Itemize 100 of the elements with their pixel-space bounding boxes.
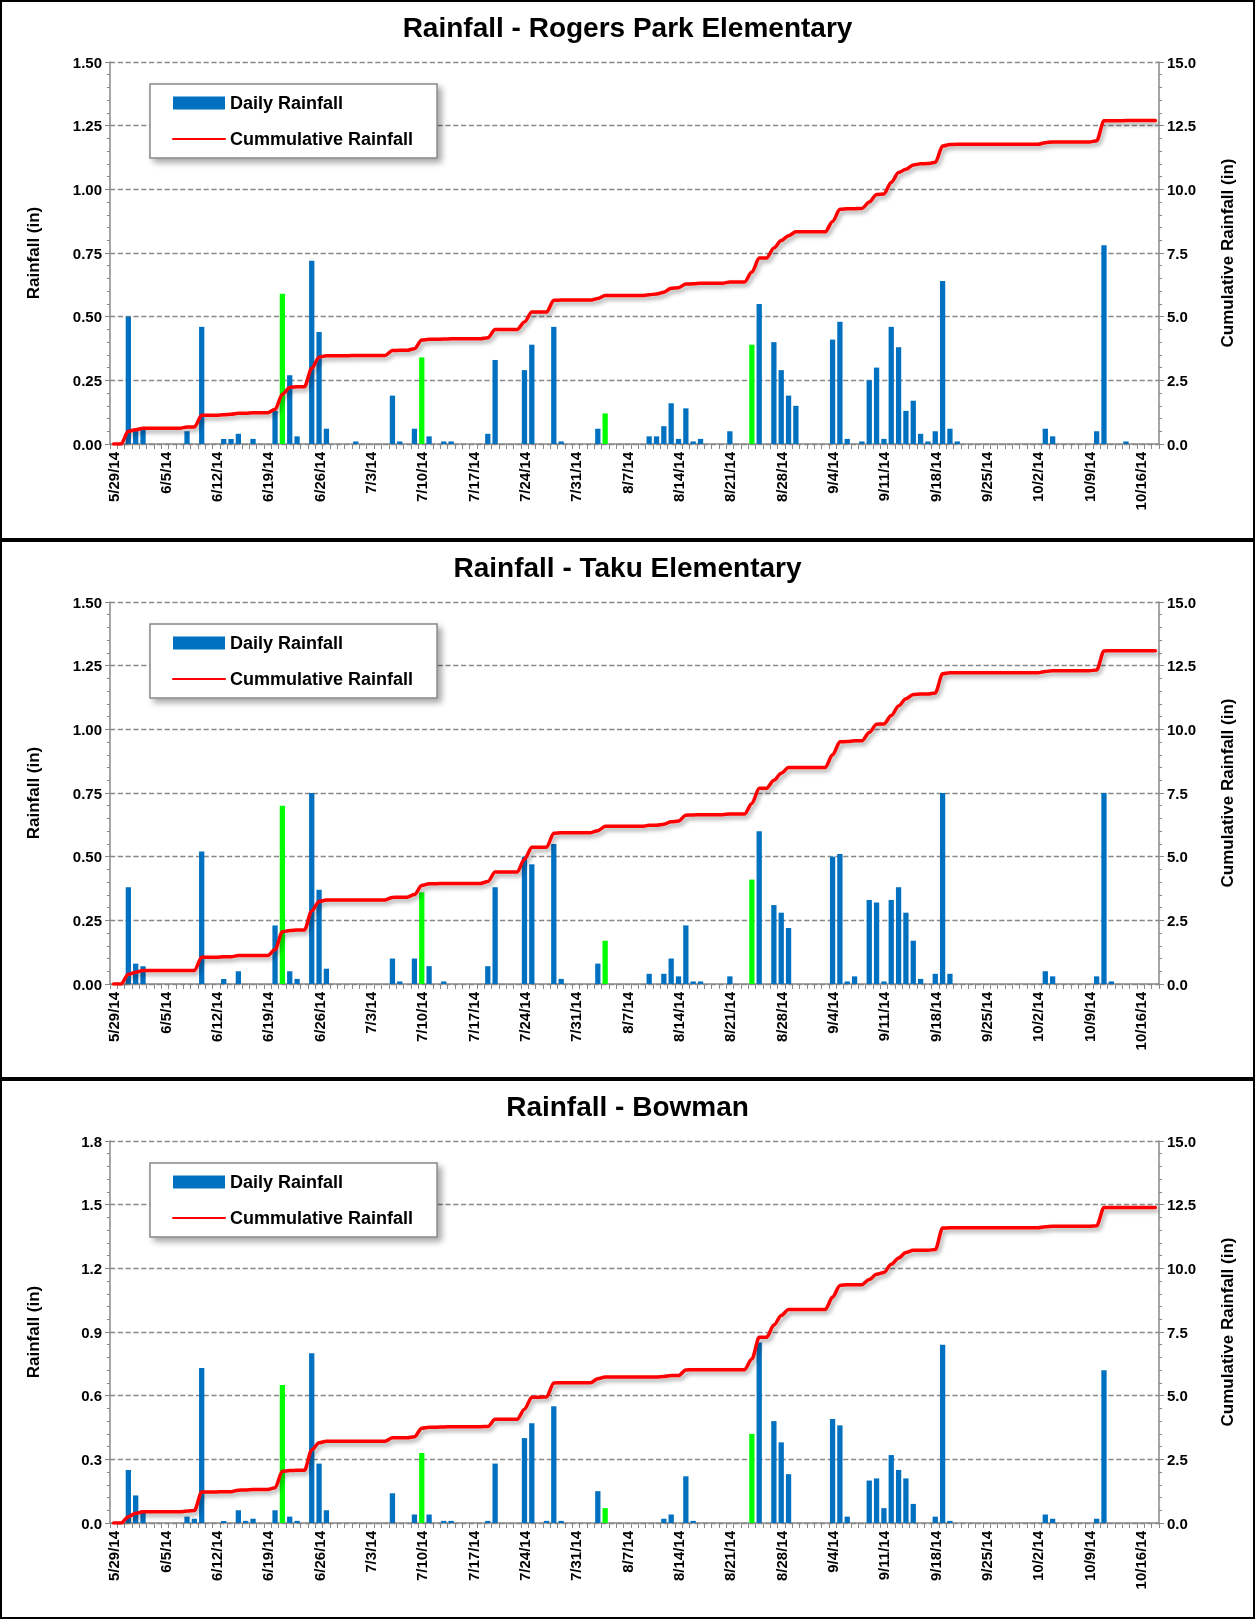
bar: [228, 438, 234, 444]
bar: [925, 441, 931, 444]
bar: [309, 1353, 315, 1524]
bar: [529, 863, 535, 984]
bar: [778, 912, 784, 984]
bar: [756, 830, 762, 984]
y2-tick-label: 7.5: [1167, 784, 1188, 802]
bar: [881, 438, 887, 444]
bar: [426, 1514, 432, 1524]
bar: [947, 1521, 953, 1524]
y2-tick-label: 12.5: [1167, 117, 1197, 135]
bar: [250, 438, 256, 444]
y2-tick-label: 0.0: [1167, 975, 1188, 993]
x-tick-label: 9/11/14: [875, 1530, 893, 1581]
bar: [199, 326, 205, 444]
chart-title: Rainfall - Taku Elementary: [453, 551, 802, 583]
y2-tick-label: 12.5: [1167, 656, 1197, 674]
bar: [353, 441, 359, 444]
bar: [881, 1508, 887, 1524]
bar: [1094, 431, 1100, 444]
bar: [294, 436, 300, 444]
bar: [397, 981, 403, 984]
x-tick-label: 6/19/14: [259, 1530, 277, 1582]
y2-tick-label: 2.5: [1167, 371, 1188, 389]
x-tick-label: 7/17/14: [464, 991, 482, 1042]
bar: [191, 1519, 197, 1524]
bar: [448, 1521, 454, 1524]
bar: [411, 428, 418, 444]
bar: [235, 970, 242, 984]
bar: [844, 981, 850, 984]
bar: [199, 851, 205, 984]
x-tick-label: 7/3/14: [361, 1530, 379, 1574]
y2-tick-label: 2.5: [1167, 1451, 1188, 1469]
bar: [910, 1504, 916, 1524]
bar: [661, 973, 667, 984]
bar: [947, 973, 953, 984]
bar: [749, 1434, 755, 1524]
bar: [279, 1385, 286, 1524]
bar: [646, 973, 652, 984]
x-tick-label: 10/2/14: [1029, 1530, 1047, 1582]
bar: [595, 1491, 601, 1524]
y-tick-label: 0.50: [72, 847, 102, 865]
bar: [727, 431, 733, 444]
bar: [1101, 792, 1107, 984]
bar: [771, 904, 777, 984]
bar: [756, 303, 762, 444]
bar: [389, 1493, 396, 1524]
x-tick-label: 10/2/14: [1029, 991, 1047, 1042]
x-tick-label: 8/28/14: [772, 1530, 790, 1582]
bar: [184, 1516, 190, 1524]
bar: [697, 438, 704, 444]
x-tick-label: 7/31/14: [567, 991, 585, 1042]
y-tick-label: 0.75: [72, 244, 102, 262]
bar: [646, 436, 652, 444]
bar: [932, 973, 938, 984]
bar: [125, 316, 131, 444]
bar: [661, 1519, 667, 1524]
x-tick-label: 6/5/14: [156, 1530, 174, 1574]
y2-tick-label: 12.5: [1167, 1196, 1197, 1214]
x-tick-label: 7/3/14: [361, 451, 379, 494]
chart-title: Rainfall - Rogers Park Elementary: [402, 11, 853, 43]
bar: [917, 978, 924, 984]
bar: [1049, 976, 1056, 984]
bar: [653, 436, 660, 444]
bar: [837, 1425, 843, 1524]
x-tick-label: 8/21/14: [721, 991, 739, 1042]
bar: [873, 902, 880, 984]
x-tick-label: 6/5/14: [156, 451, 174, 494]
bar: [1108, 981, 1114, 984]
bar: [873, 1478, 880, 1524]
bar: [837, 853, 843, 984]
y-tick-label: 0.0: [81, 1514, 102, 1532]
x-tick-label: 10/9/14: [1080, 1530, 1098, 1582]
bar: [1101, 245, 1107, 444]
bar: [851, 976, 858, 984]
bar: [184, 431, 190, 444]
bar: [551, 843, 557, 984]
bar: [939, 1345, 946, 1524]
bar: [521, 370, 528, 444]
bar: [895, 886, 902, 984]
bar: [668, 958, 674, 984]
bar: [521, 1438, 528, 1524]
bar: [316, 1463, 322, 1524]
bar: [419, 891, 425, 984]
chart-title: Rainfall - Bowman: [506, 1090, 749, 1122]
x-tick-label: 8/7/14: [618, 451, 636, 494]
x-tick-label: 6/12/14: [207, 451, 225, 503]
bar: [727, 976, 733, 984]
bar: [778, 1442, 784, 1524]
bar: [287, 970, 293, 984]
x-tick-label: 9/25/14: [978, 991, 996, 1042]
bar: [932, 431, 938, 444]
x-tick-label: 10/16/14: [1132, 1530, 1150, 1590]
bar: [272, 1510, 278, 1524]
x-tick-label: 7/31/14: [567, 451, 585, 503]
x-tick-label: 7/24/14: [515, 1530, 533, 1582]
bar: [1042, 428, 1048, 444]
bar: [888, 899, 894, 984]
bar: [309, 792, 315, 984]
y-tick-label: 0.3: [81, 1451, 102, 1469]
